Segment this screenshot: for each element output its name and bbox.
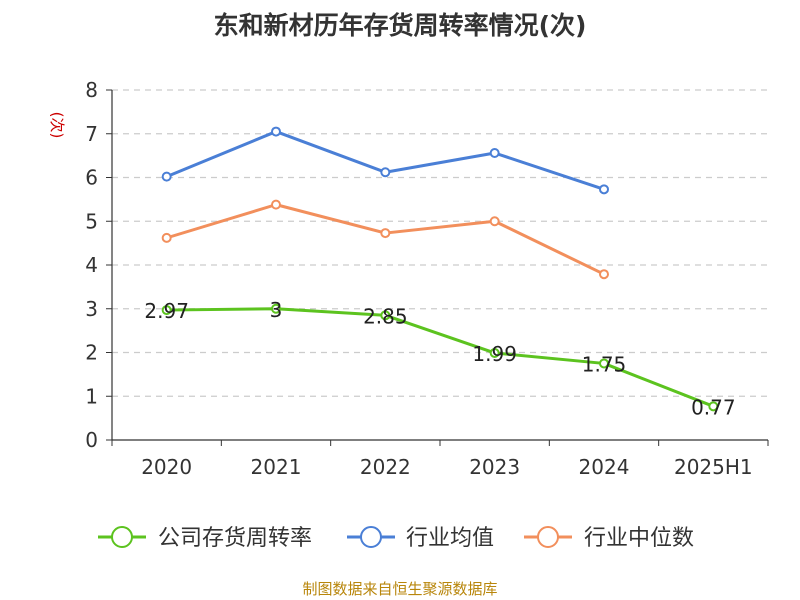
y-tick-label: 1 bbox=[85, 384, 98, 408]
data-point bbox=[271, 303, 281, 314]
source-note: 制图数据来自恒生聚源数据库 bbox=[302, 580, 498, 598]
y-tick-label: 2 bbox=[85, 341, 98, 365]
series-line bbox=[166, 307, 714, 408]
x-tick-label: 2025H1 bbox=[674, 455, 753, 479]
y-axis-label: (次) bbox=[48, 112, 66, 139]
x-tick-label: 2022 bbox=[360, 455, 411, 479]
y-tick-label: 4 bbox=[85, 253, 98, 277]
x-tick-label: 2020 bbox=[141, 455, 192, 479]
legend: 公司存货周转率 行业均值 行业中位数 bbox=[98, 526, 694, 551]
data-point bbox=[380, 167, 391, 178]
series-line bbox=[166, 203, 605, 276]
y-tick-label: 3 bbox=[85, 297, 98, 321]
data-point bbox=[271, 126, 281, 137]
data-label: 1.75 bbox=[582, 352, 627, 376]
y-tick-label: 5 bbox=[85, 209, 98, 233]
legend-swatch-marker bbox=[537, 526, 559, 548]
gridlines bbox=[112, 89, 768, 397]
data-point bbox=[271, 199, 281, 210]
x-tick-label: 2023 bbox=[469, 455, 520, 479]
data-point bbox=[489, 216, 500, 227]
data-point bbox=[380, 310, 391, 321]
legend-label: 公司存货周转率 bbox=[158, 526, 312, 551]
legend-swatch-marker bbox=[360, 526, 382, 548]
legend-label: 行业均值 bbox=[406, 526, 494, 551]
legend-label: 行业中位数 bbox=[584, 526, 694, 551]
y-tick-label: 6 bbox=[85, 166, 98, 190]
data-label: 3 bbox=[270, 298, 283, 322]
y-tick-label: 8 bbox=[85, 78, 98, 102]
data-point bbox=[161, 232, 172, 243]
data-label: 0.77 bbox=[691, 395, 736, 419]
series-line bbox=[166, 130, 605, 191]
data-point bbox=[599, 184, 609, 195]
data-label: 2.85 bbox=[363, 304, 408, 328]
data-label: 1.99 bbox=[472, 342, 517, 366]
data-point bbox=[489, 148, 500, 158]
data-point bbox=[161, 171, 172, 182]
chart-title: 东和新材历年存货周转率情况(次) bbox=[213, 11, 587, 40]
data-point bbox=[380, 228, 391, 239]
x-tick-label: 2024 bbox=[579, 455, 630, 479]
legend-swatch-marker bbox=[111, 526, 133, 548]
y-tick-label: 0 bbox=[85, 428, 98, 452]
y-tick-label: 7 bbox=[85, 122, 98, 146]
data-point bbox=[708, 401, 719, 412]
data-point bbox=[489, 347, 500, 358]
data-point bbox=[161, 305, 172, 316]
x-tick-label: 2021 bbox=[251, 455, 302, 479]
series-group bbox=[161, 126, 719, 412]
data-labels: 2.97 3 2.85 1.99 1.75 0.77 bbox=[144, 298, 735, 420]
data-point bbox=[599, 358, 609, 369]
data-label: 2.97 bbox=[144, 299, 189, 323]
axes: 0 1 2 3 4 5 6 7 8 2020 2021 2022 2023 2024 2025H1 (次) bbox=[48, 78, 769, 479]
data-point bbox=[599, 269, 609, 280]
